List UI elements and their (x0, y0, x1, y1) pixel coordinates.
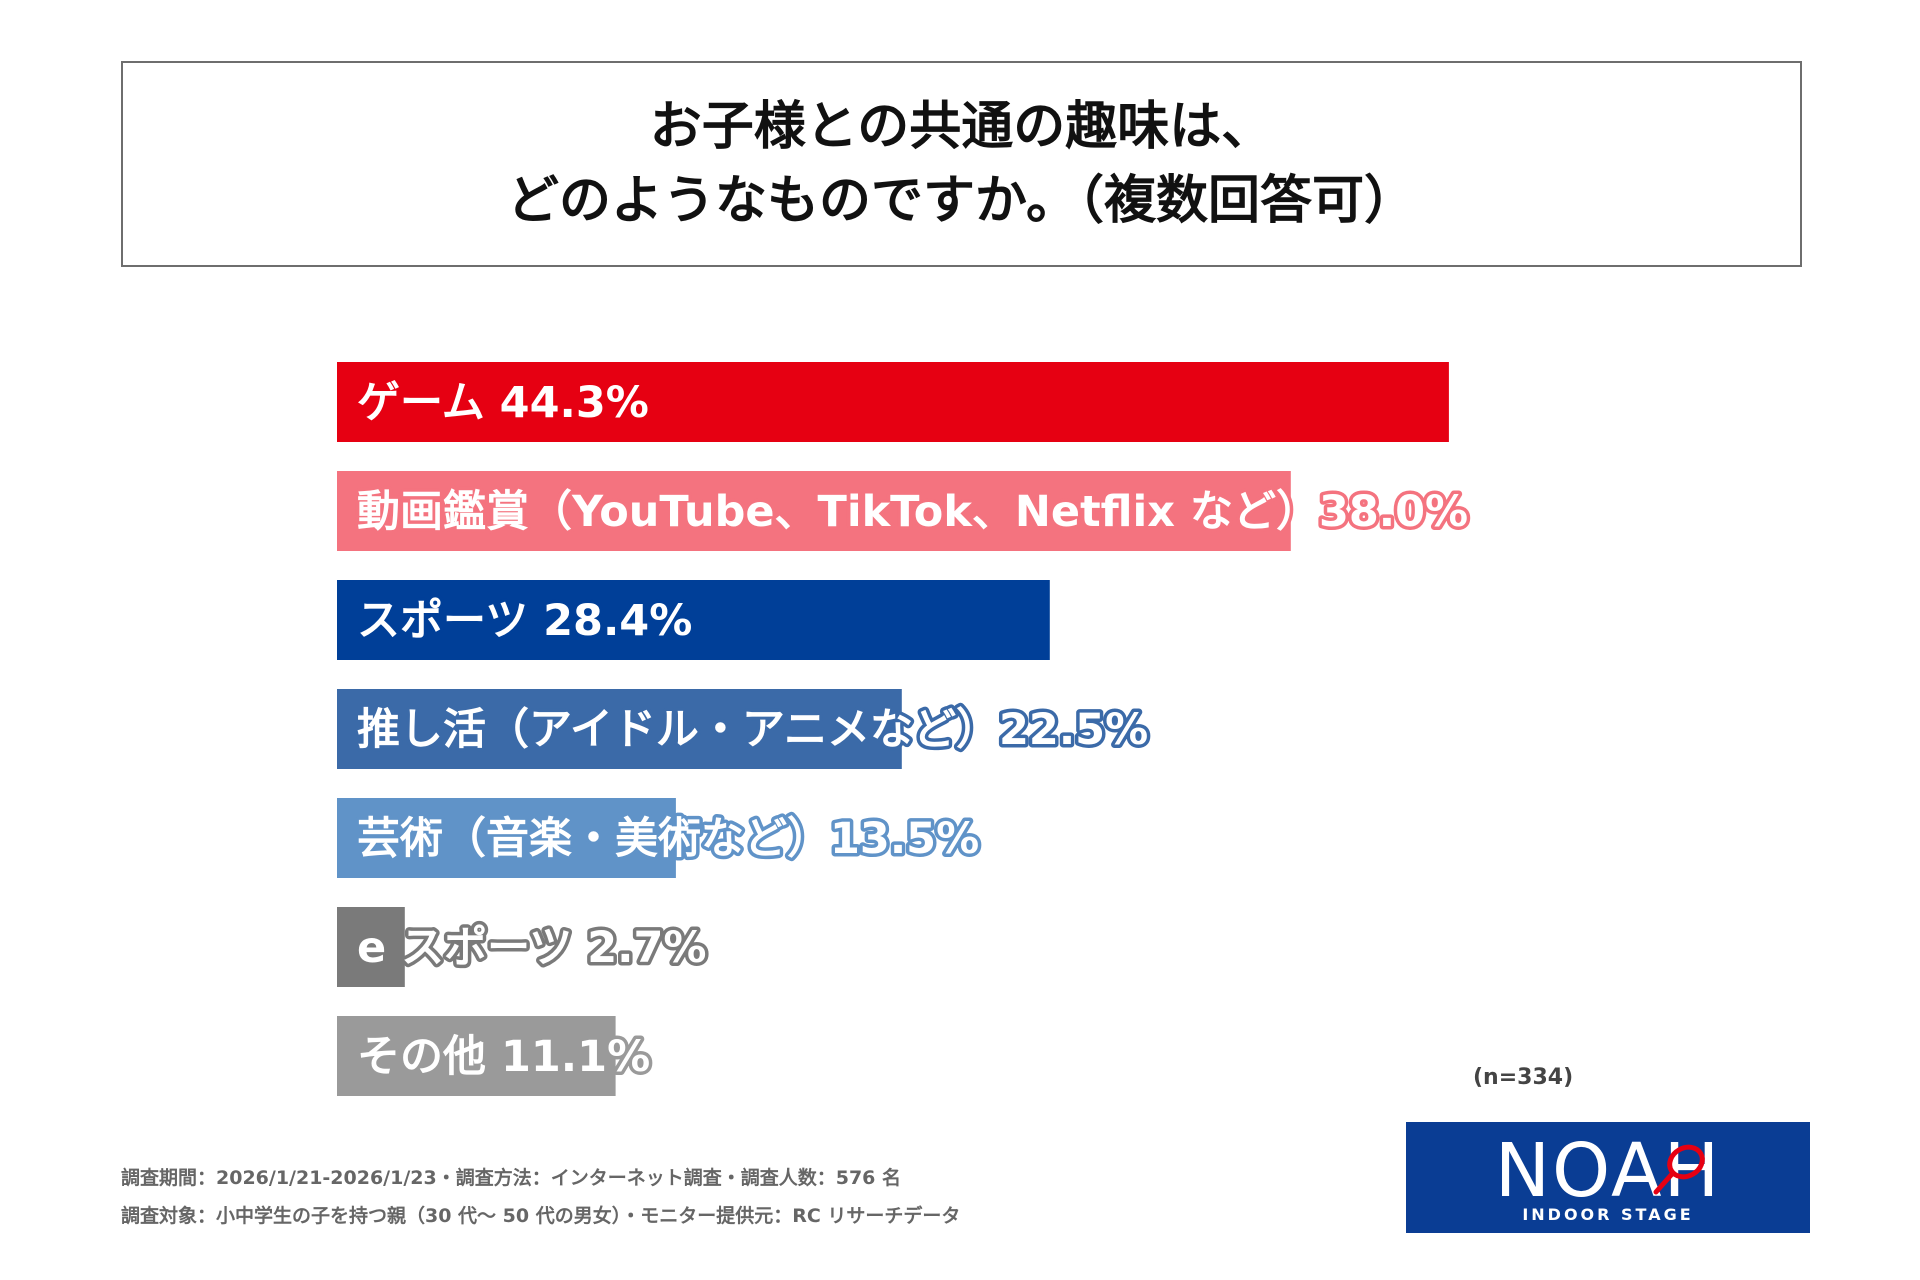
logo-subtitle: INDOOR STAGE (1522, 1205, 1694, 1224)
bar-label-3: スポーツ 28.4% (357, 596, 692, 646)
survey-period-note: 調査期間：2026/1/21-2026/1/23・調査方法：インターネット調査・… (121, 1167, 902, 1189)
bar-2 (337, 471, 1291, 551)
bar-label-7: その他 11.1% (357, 1032, 650, 1082)
title-line-1: お子様との共通の趣味は、 (649, 97, 1274, 157)
bar-label-4: 推し活（アイドル・アニメなど）22.5% (357, 705, 1148, 755)
title-box: お子様との共通の趣味は、 どのようなものですか。（複数回答可） (121, 61, 1802, 267)
noah-logo: NOAH INDOOR STAGE (1406, 1122, 1810, 1233)
bar-label-1: ゲーム 44.3% (357, 378, 649, 428)
bar-4 (337, 689, 902, 769)
bar-6 (337, 907, 405, 987)
title-line-2: どのようなものですか。（複数回答可） (507, 171, 1416, 231)
bar-5 (337, 798, 676, 878)
survey-target-note: 調査対象：小中学生の子を持つ親（30 代～ 50 代の男女）・モニター提供元：R… (121, 1205, 961, 1227)
bar-label-6: e スポーツ 2.7% (357, 923, 707, 973)
bar-label-5: 芸術（音楽・美術など）13.5% (357, 814, 979, 864)
sample-size-note: (n=334) (1473, 1065, 1574, 1090)
bar-label-2: 動画鑑賞（YouTube、TikTok、Netflix など）38.0% (357, 487, 1468, 537)
logo-wordmark: NOAH (1494, 1128, 1722, 1214)
bar-7 (337, 1016, 616, 1096)
bar-1 (337, 362, 1449, 442)
racket-icon (1653, 1144, 1705, 1195)
bar-3 (337, 580, 1050, 660)
